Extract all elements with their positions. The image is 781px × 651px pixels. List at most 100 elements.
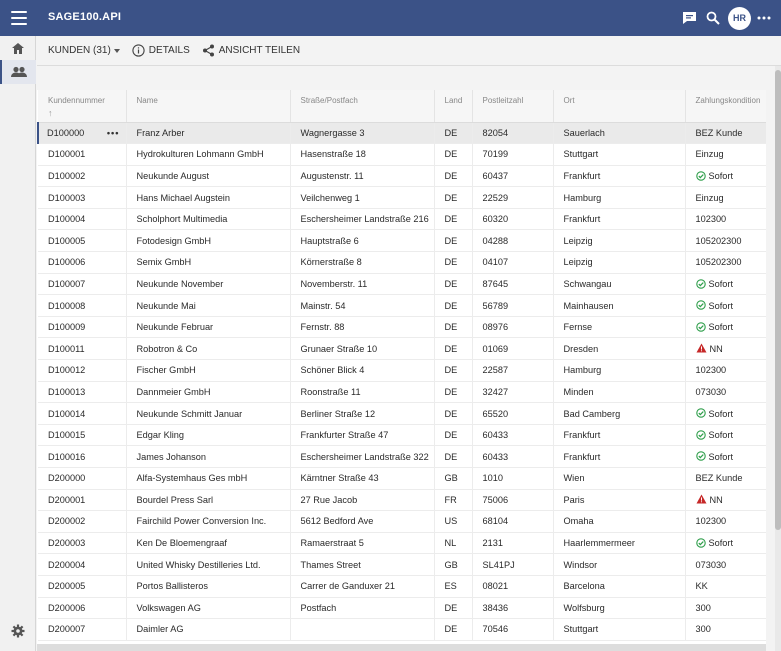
column-header-street[interactable]: Straße/Postfach xyxy=(290,90,435,123)
cell-payment: 105202300 xyxy=(685,229,766,253)
cell-city: Paris xyxy=(553,489,686,512)
cell-zip: 75006 xyxy=(472,489,554,512)
cell-city: Sauerlach xyxy=(553,122,686,145)
column-header-city[interactable]: Ort xyxy=(553,90,686,123)
customers-dropdown-label: KUNDEN (31) xyxy=(48,45,111,56)
horizontal-scrollbar[interactable] xyxy=(37,644,766,651)
cell-name: Volkswagen AG xyxy=(126,597,291,620)
cell-street: Postfach xyxy=(290,597,435,620)
cell-city: Frankfurt xyxy=(553,208,686,231)
search-icon[interactable] xyxy=(702,7,724,29)
table-row[interactable]: D100003 Hans Michael Augstein Veilchenweg … xyxy=(38,186,766,209)
column-header-country[interactable]: Land xyxy=(434,90,473,123)
cell-customer-number: D200006 xyxy=(38,597,127,620)
customers-grid: Kundennummer ↑ Name Straße/Postfach Land … xyxy=(37,90,766,651)
column-header-zip[interactable]: Postleitzahl xyxy=(472,90,554,123)
cell-country: DE xyxy=(434,294,473,317)
cell-country: DE xyxy=(434,251,473,274)
home-icon[interactable] xyxy=(0,36,36,60)
customers-dropdown-button[interactable]: KUNDEN (31) xyxy=(48,45,120,56)
table-row[interactable]: D200005 Portos Ballisteros Carrer de Gandu… xyxy=(38,575,766,598)
row-menu-icon[interactable]: ••• xyxy=(106,127,120,138)
cell-city: Omaha xyxy=(553,510,686,533)
cell-customer-number: D200003 xyxy=(38,532,127,555)
cell-street: Schöner Blick 4 xyxy=(290,359,435,382)
cell-country: NL xyxy=(434,532,473,555)
table-row[interactable]: ••• D100000 Franz Arber Wagnergasse 3 DE 8205… xyxy=(37,122,766,145)
table-row[interactable]: D100007 Neukunde November Novemberstr. 11 D… xyxy=(38,273,766,296)
cell-street: Wagnergasse 3 xyxy=(290,122,435,145)
cell-name: Scholphort Multimedia xyxy=(126,208,291,231)
cell-payment: 102300 xyxy=(685,510,766,533)
cell-payment: Sofort xyxy=(685,445,766,468)
cell-name: Fairchild Power Conversion Inc. xyxy=(126,510,291,533)
table-row[interactable]: D100005 Fotodesign GmbH Hauptstraße 6 DE 042… xyxy=(38,229,766,253)
table-row[interactable]: D200007 Daimler AG DE 70546 Stuttgart 300 xyxy=(38,618,766,641)
cell-zip: 32427 xyxy=(472,381,554,404)
table-row[interactable]: D200001 Bourdel Press Sarl 27 Rue Jacob FR 7… xyxy=(38,489,766,512)
cell-zip: 65520 xyxy=(472,402,554,425)
cell-city: Hamburg xyxy=(553,359,686,382)
table-row[interactable]: D100008 Neukunde Mai Mainstr. 54 DE 56789 Mai… xyxy=(38,294,766,317)
table-body: ••• D100000 Franz Arber Wagnergasse 3 DE 8205… xyxy=(37,122,766,641)
cell-name: Dannmeier GmbH xyxy=(126,381,291,404)
cell-zip: 22587 xyxy=(472,359,554,382)
cell-customer-number: D100015 xyxy=(38,424,127,447)
cell-name: Fotodesign GmbH xyxy=(126,229,291,253)
cell-city: Minden xyxy=(553,381,686,404)
cell-customer-number: D100001 xyxy=(38,143,127,166)
cell-city: Haarlemmermeer xyxy=(553,532,686,555)
top-actions: HR xyxy=(676,6,775,30)
table-row[interactable]: D100006 Semix GmbH Körnerstraße 8 DE 04107 Le… xyxy=(38,251,766,274)
cell-city: Wien xyxy=(553,467,686,490)
cell-city: Fernse xyxy=(553,316,686,339)
table-row[interactable]: D100002 Neukunde August Augustenstr. 11 DE 6… xyxy=(38,165,766,188)
cell-country: DE xyxy=(434,618,473,641)
table-row[interactable]: D200000 Alfa-Systemhaus Ges mbH Kärntner S… xyxy=(38,467,766,490)
cell-zip: 87645 xyxy=(472,273,554,296)
table-row[interactable]: D100001 Hydrokulturen Lohmann GmbH Hasenst… xyxy=(38,143,766,166)
cell-name: Hydrokulturen Lohmann GmbH xyxy=(126,143,291,166)
more-options-icon[interactable] xyxy=(753,7,775,29)
column-header-payment[interactable]: Zahlungskondition xyxy=(685,90,766,123)
hamburger-menu-icon[interactable] xyxy=(11,11,27,25)
column-header-name[interactable]: Name xyxy=(126,90,291,123)
cell-zip: 60433 xyxy=(472,445,554,468)
table-row[interactable]: D100009 Neukunde Februar Fernstr. 88 DE 0897… xyxy=(38,316,766,339)
cell-payment: KK xyxy=(685,575,766,598)
cell-customer-number: D100008 xyxy=(38,294,127,317)
share-view-button[interactable]: ANSICHT TEILEN xyxy=(202,44,300,57)
check-circle-icon xyxy=(695,300,709,311)
table-row[interactable]: D200004 United Whisky Destilleries Ltd. Th… xyxy=(38,553,766,576)
table-row[interactable]: D100011 Robotron & Co Grunaer Straße 10 DE 0… xyxy=(38,337,766,361)
user-avatar[interactable]: HR xyxy=(728,6,751,30)
cell-customer-number: D200007 xyxy=(38,618,127,641)
customers-icon[interactable] xyxy=(0,60,36,84)
cell-street: Veilchenweg 1 xyxy=(290,186,435,209)
table-row[interactable]: D100012 Fischer GmbH Schöner Blick 4 DE 2258… xyxy=(38,359,766,382)
table-row[interactable]: D200006 Volkswagen AG Postfach DE 38436 Wolfs… xyxy=(38,597,766,620)
details-button[interactable]: DETAILS xyxy=(132,44,190,57)
sort-ascending-icon: ↑ xyxy=(48,108,53,118)
cell-city: Wolfsburg xyxy=(553,597,686,620)
cell-street: 27 Rue Jacob xyxy=(290,489,435,512)
table-row[interactable]: D100016 James Johanson Eschersheimer Lands… xyxy=(38,445,766,468)
cell-customer-number: D100009 xyxy=(38,316,127,339)
vertical-scrollbar[interactable] xyxy=(775,66,781,651)
cell-name: Portos Ballisteros xyxy=(126,575,291,598)
table-row[interactable]: D100004 Scholphort Multimedia Eschersheime… xyxy=(38,208,766,231)
cell-country: DE xyxy=(434,316,473,339)
feedback-icon[interactable] xyxy=(678,7,700,29)
table-row[interactable]: D100014 Neukunde Schmitt Januar Berliner S… xyxy=(38,402,766,425)
cell-zip: 60437 xyxy=(472,165,554,188)
cell-name: Bourdel Press Sarl xyxy=(126,489,291,512)
cell-city: Schwangau xyxy=(553,273,686,296)
column-header-kundennummer[interactable]: Kundennummer ↑ xyxy=(38,90,127,123)
scrollbar-thumb[interactable] xyxy=(775,70,781,530)
table-row[interactable]: D200002 Fairchild Power Conversion Inc. 56… xyxy=(38,510,766,533)
table-row[interactable]: D100015 Edgar Kling Frankfurter Straße 47 D… xyxy=(38,424,766,447)
settings-gear-icon[interactable] xyxy=(0,619,36,643)
table-row[interactable]: D200003 Ken De Bloemengraaf Ramaerstraat 5… xyxy=(38,532,766,555)
cell-city: Barcelona xyxy=(553,575,686,598)
table-row[interactable]: D100013 Dannmeier GmbH Roonstraße 11 DE 3242… xyxy=(38,381,766,404)
